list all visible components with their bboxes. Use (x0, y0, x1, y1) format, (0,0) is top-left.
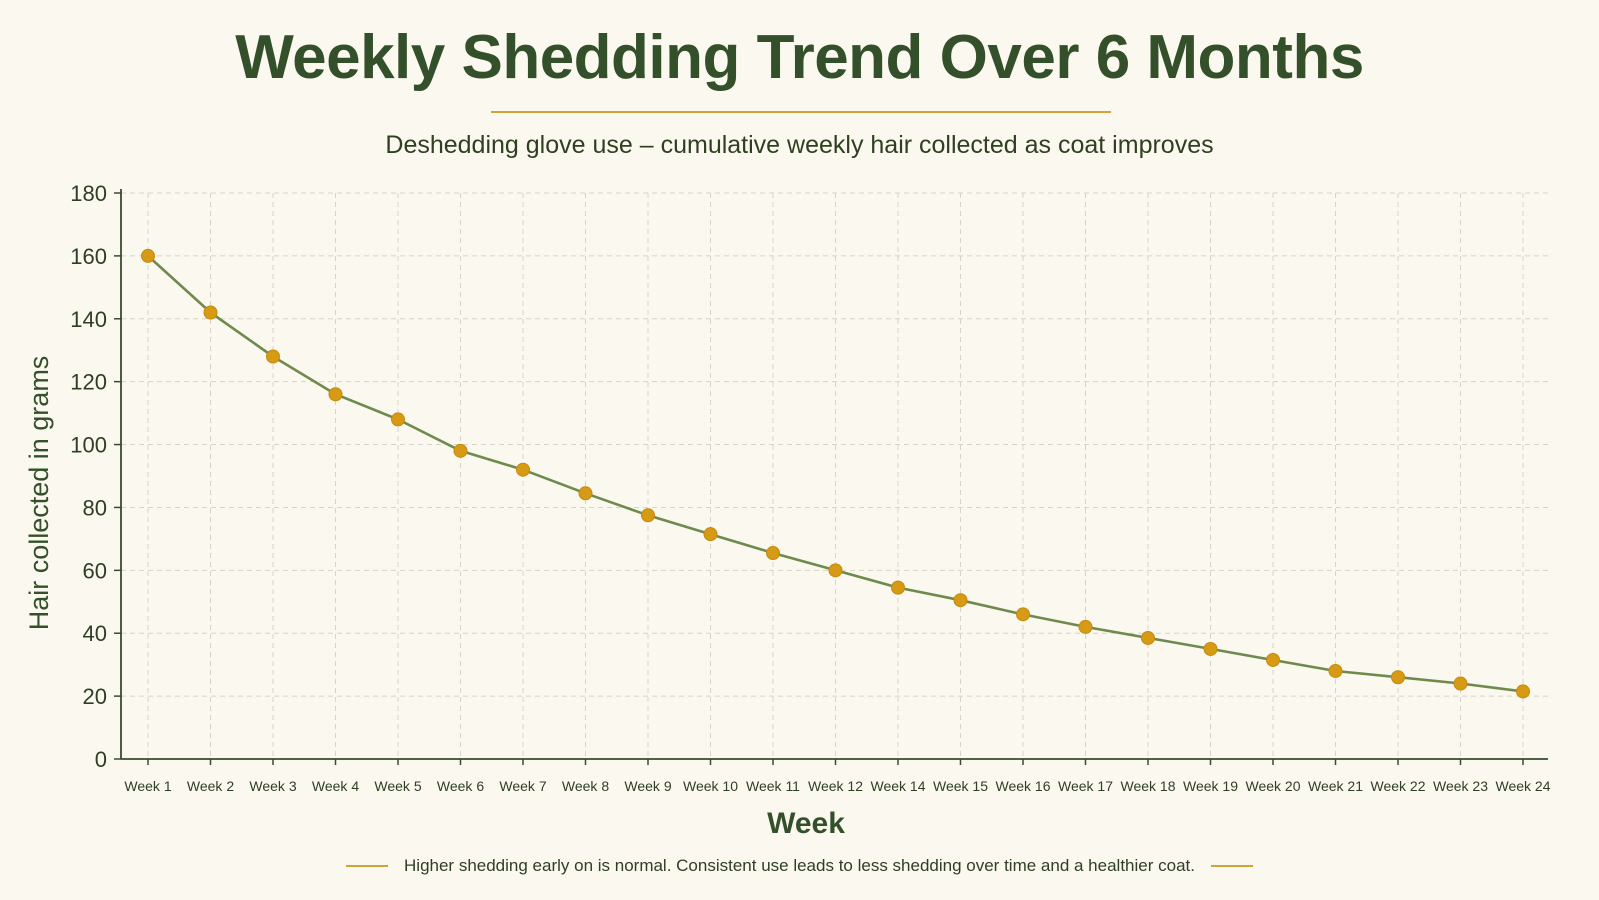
y-tick-label: 160 (70, 244, 107, 269)
series-layer (141, 248, 1530, 699)
x-tick-label: Week 6 (437, 778, 484, 794)
title-underline (491, 111, 1111, 113)
data-point (641, 508, 655, 523)
x-tick-label: Week 21 (1308, 778, 1363, 794)
x-tick-label: Week 11 (746, 778, 800, 794)
x-tick-label: Week 15 (933, 778, 988, 794)
x-tick-label: Week 9 (624, 778, 671, 794)
data-point (703, 527, 718, 542)
data-point (1141, 630, 1155, 645)
chart-subtitle: Deshedding glove use – cumulative weekly… (385, 131, 1214, 159)
x-tick-label: Week 7 (499, 778, 546, 794)
y-tick-label: 100 (70, 433, 107, 458)
data-point (266, 349, 280, 364)
x-tick-label: Week 24 (1496, 778, 1551, 794)
y-tick-label: 140 (70, 307, 107, 332)
data-point (1516, 684, 1530, 699)
footnote-text: Higher shedding early on is normal. Cons… (404, 856, 1195, 875)
data-point (1078, 619, 1093, 634)
data-point (1016, 607, 1030, 622)
grid-lines (121, 192, 1548, 759)
x-tick-label: Week 10 (683, 778, 738, 794)
y-tick-label: 20 (83, 684, 107, 709)
x-tick-label: Week 2 (187, 778, 234, 794)
x-tick-label: Week 17 (1058, 778, 1113, 794)
data-point (516, 462, 530, 477)
axes (114, 189, 1548, 765)
y-tick-label: 40 (83, 621, 107, 646)
y-tick-label: 60 (83, 558, 107, 583)
y-tick-labels: 0 20 40 60 80 100 120 140 160 180 (70, 181, 107, 772)
footnote-right-rule (1210, 865, 1253, 867)
data-point (891, 580, 905, 595)
data-point (1453, 676, 1468, 691)
x-tick-label: Week 18 (1121, 778, 1176, 794)
x-tick-labels: Week 1 Week 2 Week 3 Week 4 Week 5 Week 6 Week… (124, 778, 1550, 794)
data-point (1328, 663, 1343, 678)
data-point (453, 443, 468, 458)
x-tick-label: Week 20 (1246, 778, 1301, 794)
y-tick-label: 120 (70, 370, 107, 395)
x-tick-label: Week 8 (562, 778, 609, 794)
data-point (391, 412, 405, 427)
data-point (328, 387, 343, 402)
x-tick-label: Week 5 (374, 778, 421, 794)
x-tick-label: Week 4 (312, 778, 359, 794)
data-point (141, 248, 155, 263)
x-tick-label: Week 22 (1371, 778, 1426, 794)
x-tick-label: Week 16 (996, 778, 1051, 794)
x-tick-label: Week 23 (1433, 778, 1488, 794)
chart-title: Weekly Shedding Trend Over 6 Months (235, 23, 1364, 92)
y-tick-label: 80 (83, 495, 107, 520)
data-point (578, 486, 593, 501)
data-point (1266, 652, 1280, 667)
data-point (766, 546, 780, 561)
x-tick-label: Week 19 (1183, 778, 1238, 794)
x-tick-label: Week 3 (249, 778, 296, 794)
footnote: Higher shedding early on is normal. Cons… (0, 856, 1599, 876)
data-point (828, 563, 843, 578)
x-tick-label: Week 1 (124, 778, 171, 794)
data-point (1391, 670, 1405, 685)
x-axis-label: Week (767, 807, 845, 840)
x-tick-label: Week 14 (871, 778, 926, 794)
y-axis-label: Hair collected in grams (24, 356, 54, 631)
y-tick-label: 0 (95, 747, 107, 772)
data-point (203, 305, 218, 320)
data-point (1203, 641, 1218, 656)
footnote-left-rule (346, 865, 389, 867)
x-tick-label: Week 12 (808, 778, 863, 794)
y-tick-label: 180 (70, 181, 107, 206)
data-point (953, 593, 968, 608)
